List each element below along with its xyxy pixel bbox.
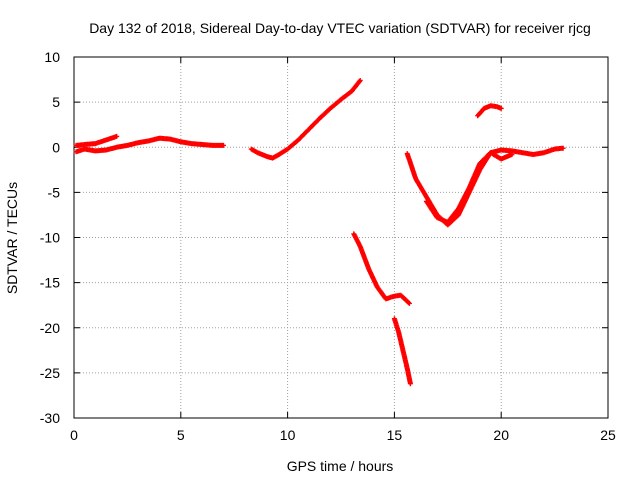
- series-arc-3b: [391, 316, 413, 387]
- series-layer: [73, 78, 566, 387]
- data-point: [498, 105, 504, 111]
- x-tick-label: 20: [493, 427, 509, 443]
- y-tick-label: 5: [52, 94, 60, 110]
- y-tick-label: -25: [40, 365, 60, 381]
- data-point: [407, 381, 413, 387]
- data-point: [114, 133, 120, 139]
- grid: [74, 57, 608, 418]
- x-tick-label: 10: [280, 427, 296, 443]
- y-tick-label: -5: [48, 184, 61, 200]
- y-tick-label: -15: [40, 275, 60, 291]
- x-tick-label: 15: [387, 427, 403, 443]
- series-arc-3a: [351, 231, 412, 306]
- x-tick-label: 0: [70, 427, 78, 443]
- series-arc-4b: [423, 150, 515, 225]
- y-tick-label: -20: [40, 320, 60, 336]
- data-point: [560, 145, 566, 151]
- data-point: [356, 78, 362, 84]
- data-point: [357, 78, 363, 83]
- x-tick-label: 25: [600, 427, 616, 443]
- y-axis-label: SDTVAR / TECUs: [4, 182, 20, 294]
- chart-title: Day 132 of 2018, Sidereal Day-to-day VTE…: [89, 20, 591, 36]
- axis-ticks: 0 5 10 15 20 25 -30 -25 -20 -15 -10 -5 0 5 10: [40, 49, 616, 443]
- y-tick-label: 10: [44, 49, 60, 65]
- series-arc-5: [475, 103, 504, 119]
- y-tick-label: -30: [40, 410, 60, 426]
- data-point: [406, 300, 411, 306]
- y-tick-label: -10: [40, 230, 60, 246]
- data-point: [406, 300, 412, 306]
- data-point: [509, 152, 515, 157]
- x-axis-label: GPS time / hours: [287, 458, 394, 474]
- data-point: [221, 142, 226, 148]
- series-arc-1a: [73, 133, 120, 148]
- series-arc-2: [248, 78, 363, 161]
- x-tick-label: 5: [177, 427, 185, 443]
- y-tick-label: 0: [52, 139, 60, 155]
- series-arc-1b: [73, 135, 226, 155]
